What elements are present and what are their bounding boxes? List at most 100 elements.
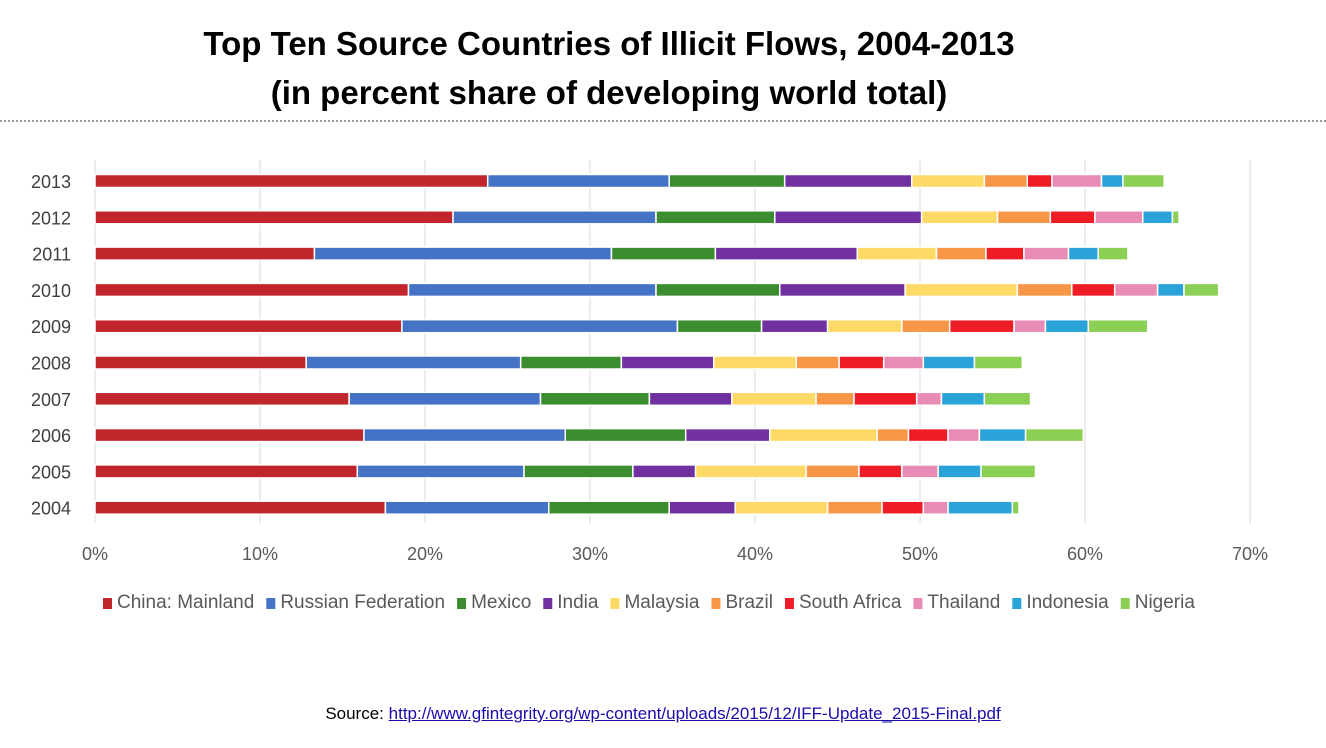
bar-segment (94, 427, 365, 443)
bar-segment (94, 500, 387, 515)
x-tick-label: 50% (902, 544, 938, 564)
y-tick-label: 2006 (31, 426, 71, 446)
legend-swatch (457, 598, 467, 609)
y-tick-label: 2012 (31, 208, 71, 228)
bar-segment (407, 282, 657, 298)
bar-segment (356, 464, 525, 479)
legend-label: South Africa (799, 592, 902, 613)
legend-label: Thailand (927, 592, 1000, 613)
dotted-divider (0, 120, 1326, 122)
bar-segment (94, 173, 489, 189)
bar-segment (1113, 282, 1159, 298)
legend-swatch (543, 598, 553, 609)
bar-segment (901, 464, 939, 479)
bar-segment (935, 246, 987, 261)
x-tick-label: 70% (1232, 544, 1268, 564)
bar-segment (655, 210, 776, 225)
bar-segment (452, 210, 657, 225)
bar-segment (1011, 500, 1020, 515)
bar-segment (983, 391, 1032, 407)
bar-segment (922, 355, 976, 370)
chart-title-line-2: (in percent share of developing world to… (270, 74, 948, 111)
bar-segment (853, 391, 918, 407)
bar-segment (734, 500, 829, 515)
y-tick-label: 2007 (31, 390, 71, 410)
bar-segment (1156, 282, 1185, 298)
source-link[interactable]: http://www.gfintegrity.org/wp-content/up… (388, 704, 1001, 723)
bar-segment (1016, 282, 1073, 298)
bar-segment (714, 246, 859, 261)
bar-segment (363, 427, 567, 443)
bar-segment (983, 173, 1028, 189)
chart-title-line-1: Top Ten Source Countries of Illicit Flow… (203, 25, 1015, 62)
bar-segment (1183, 282, 1220, 298)
bar-segment (760, 318, 829, 334)
legend-label: Nigeria (1135, 592, 1196, 613)
bar-segment (1051, 173, 1103, 189)
source-label: Source: (325, 704, 384, 723)
legend-label: India (557, 592, 599, 613)
bar-segment (856, 246, 938, 261)
bar-segment (648, 391, 733, 407)
bar-segment (795, 355, 840, 370)
bar-segment (1122, 173, 1165, 189)
legend-swatch (784, 598, 794, 609)
bar-segment (668, 500, 736, 515)
bar-segment (973, 355, 1024, 370)
bar-segment (94, 355, 307, 370)
legend-label: Brazil (725, 592, 773, 613)
bar-segment (769, 427, 878, 443)
y-tick-label: 2009 (31, 317, 71, 337)
bar-segment (915, 391, 943, 407)
y-tick-label: 2010 (31, 281, 71, 301)
legend-swatch (913, 598, 923, 609)
legend-label: Malaysia (624, 592, 699, 613)
y-tick-label: 2004 (31, 499, 71, 519)
bar-segment (978, 427, 1027, 443)
bar-segment (564, 427, 687, 443)
y-tick-label: 2008 (31, 354, 71, 374)
x-tick-label: 10% (242, 544, 278, 564)
legend-label: Mexico (471, 592, 531, 613)
bar-segment (1142, 210, 1174, 225)
bar-segment (676, 318, 763, 334)
bar-segment (668, 173, 786, 189)
bar-segment (1071, 282, 1116, 298)
stacked-bar-chart: 0% 10% 20% 30% 40% 50% 60% 70% 2013 2012 2011 2010 2… (31, 160, 1268, 613)
bar-segment (655, 282, 781, 298)
y-tick-label: 2013 (31, 172, 71, 192)
bar-segment (940, 391, 986, 407)
bar-segment (996, 210, 1052, 225)
x-tick-label: 0% (82, 544, 108, 564)
bar-segment (779, 282, 906, 298)
bar-segment (731, 391, 817, 407)
bar-segment (882, 355, 925, 370)
bar-segment (901, 318, 951, 334)
bar-segment (858, 464, 903, 479)
bar-segment (948, 318, 1015, 334)
legend-label: China: Mainland (117, 592, 254, 613)
bar-segment (620, 355, 715, 370)
legend-label: Russian Federation (280, 592, 445, 613)
bar-segment (632, 464, 697, 479)
bar-segment (1097, 246, 1129, 261)
bar-segment (980, 464, 1037, 479)
x-tick-label: 60% (1067, 544, 1103, 564)
legend-swatch (711, 598, 721, 609)
bar-segment (610, 246, 717, 261)
bar-segment (947, 427, 981, 443)
bar-segment (548, 500, 670, 515)
bar-segment (1049, 210, 1096, 225)
bar-segment (94, 318, 403, 334)
bar-segment (1013, 318, 1047, 334)
x-tick-label: 30% (572, 544, 608, 564)
bar-segment (922, 500, 949, 515)
bar-segment (384, 500, 550, 515)
bar-segment (985, 246, 1025, 261)
x-tick-label: 20% (407, 544, 443, 564)
chart-panel: 0% 10% 20% 30% 40% 50% 60% 70% 2013 2012 2011 2010 2… (0, 140, 1326, 645)
bar-segment (937, 464, 982, 479)
bar-segment (713, 355, 797, 370)
bar-segment (519, 355, 623, 370)
bar-segment (94, 391, 350, 407)
